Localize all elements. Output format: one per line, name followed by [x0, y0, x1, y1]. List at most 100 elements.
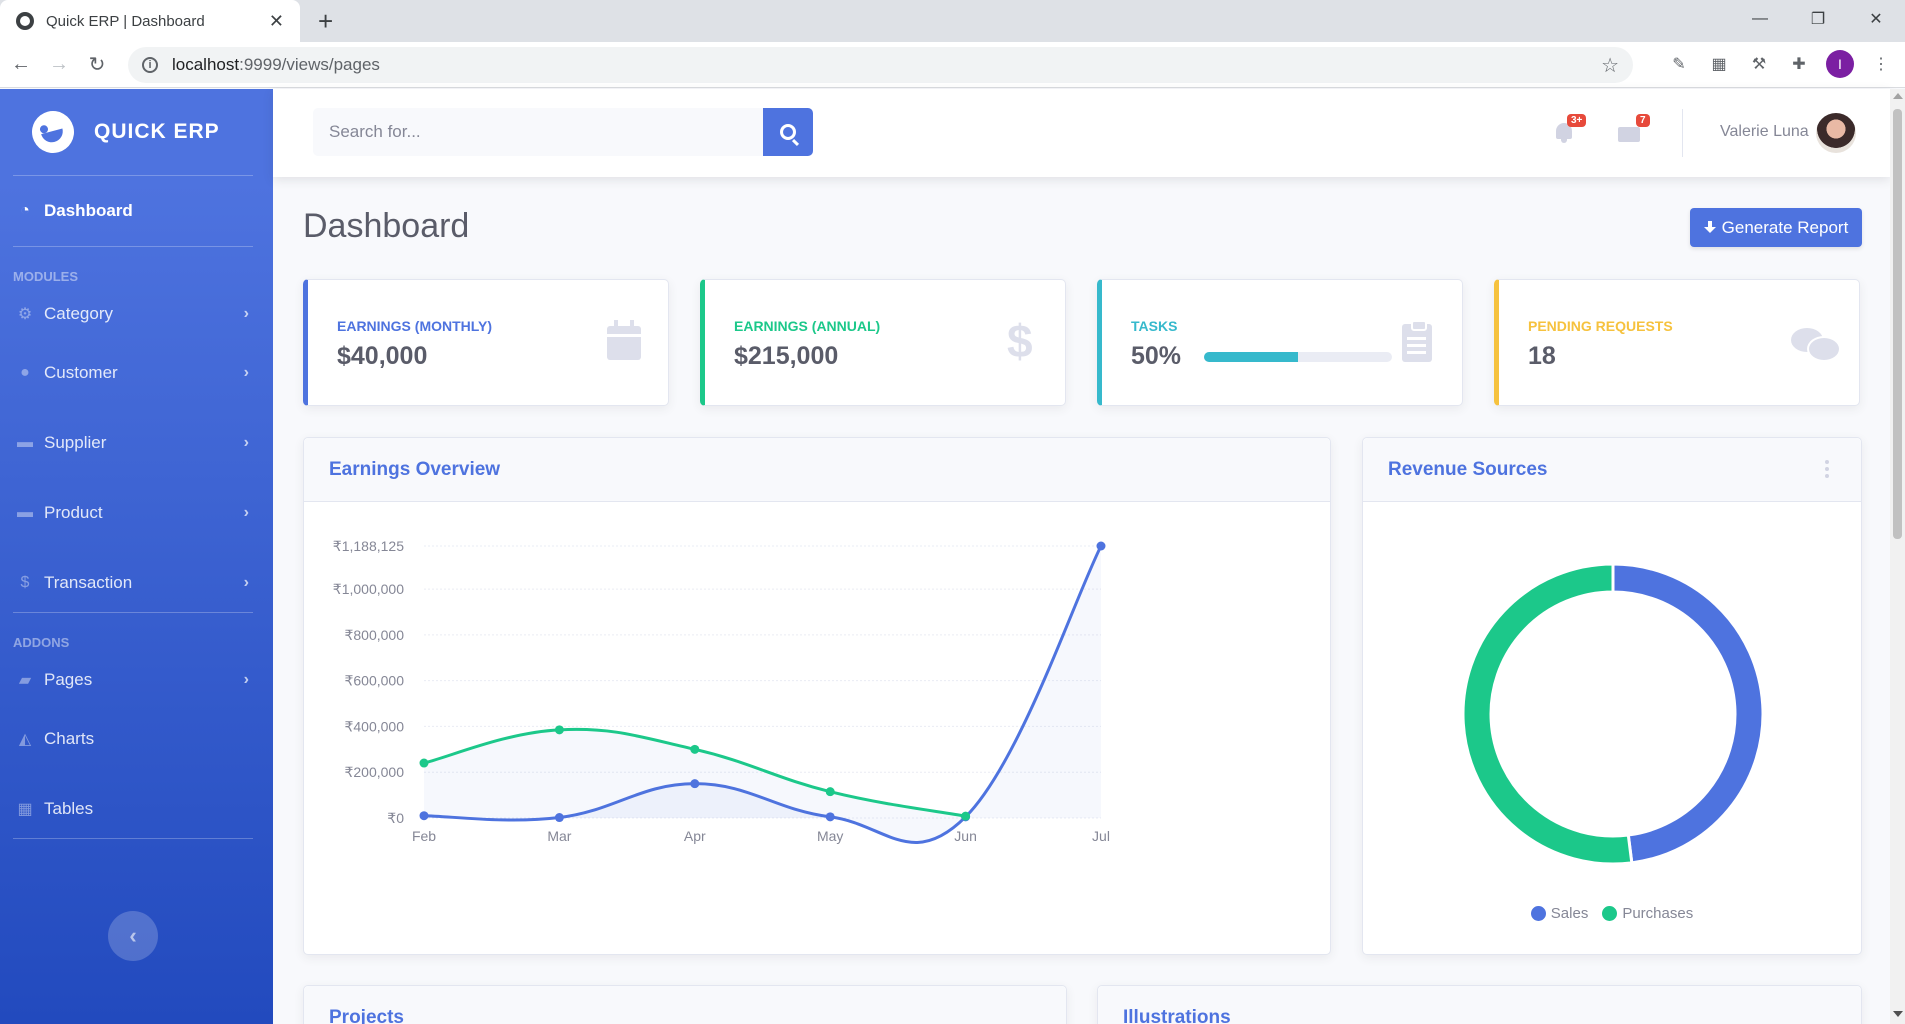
messages-dropdown[interactable]: 7: [1618, 114, 1650, 149]
topbar: 3+ 7 Valerie Luna: [273, 89, 1890, 177]
data-point: [825, 812, 835, 822]
sidebar-toggle-button[interactable]: ‹: [108, 911, 158, 961]
chevron-right-icon: ›: [243, 364, 249, 381]
sidebar: QUICK ERP ◔ Dashboard MODULES ⚙ Category…: [0, 89, 273, 1024]
series-area: [424, 546, 1101, 843]
stat-value: $40,000: [337, 342, 428, 370]
grid-extension-icon[interactable]: ▦: [1711, 56, 1727, 73]
url-text[interactable]: localhost:9999/views/pages: [172, 55, 1601, 75]
info-icon[interactable]: i: [142, 57, 158, 73]
close-window-button[interactable]: ✕: [1869, 11, 1883, 28]
calendar-icon: [604, 320, 644, 366]
data-point: [1096, 541, 1106, 551]
y-tick-label: ₹800,000: [344, 627, 404, 643]
sidebar-item-category[interactable]: ⚙ Category ›: [0, 290, 273, 338]
sidebar-heading-modules: MODULES: [13, 269, 78, 284]
dollar-icon: $: [1007, 315, 1033, 367]
sidebar-item-charts[interactable]: ◭ Charts: [0, 704, 273, 774]
brand-name: QUICK ERP: [94, 120, 220, 143]
search-input[interactable]: [313, 108, 763, 156]
stat-value: 18: [1528, 342, 1556, 370]
scroll-down-arrow[interactable]: [1893, 1011, 1903, 1017]
bookmark-star-icon[interactable]: ☆: [1601, 54, 1619, 77]
y-tick-label: ₹1,000,000: [333, 581, 404, 597]
stat-label: EARNINGS (ANNUAL): [734, 318, 881, 334]
reload-icon[interactable]: ↻: [88, 54, 106, 76]
sidebar-item-supplier[interactable]: ▬ Supplier ›: [0, 408, 273, 478]
gear-icon: ⚙: [17, 306, 33, 323]
stat-card-earnings-annual: EARNINGS (ANNUAL) $215,000 $: [700, 279, 1066, 406]
brand[interactable]: QUICK ERP: [0, 89, 273, 175]
maximize-button[interactable]: ❐: [1810, 11, 1826, 28]
sidebar-divider: [13, 246, 253, 247]
series-area: [424, 729, 966, 818]
truck-icon: ▬: [17, 434, 33, 451]
browser-menu-icon[interactable]: ⋮: [1873, 56, 1889, 73]
forward-arrow-icon[interactable]: →: [49, 53, 69, 75]
card-title: Illustrations: [1123, 1007, 1231, 1024]
puzzle-icon[interactable]: ✚: [1792, 56, 1806, 73]
browser-tab-strip: Quick ERP | Dashboard ✕ + — ❐ ✕: [0, 0, 1905, 42]
stat-label: PENDING REQUESTS: [1528, 318, 1673, 334]
projects-card: Projects: [303, 985, 1067, 1024]
sidebar-divider: [13, 612, 253, 613]
generate-report-label: Generate Report: [1721, 217, 1849, 237]
sidebar-item-label: Transaction: [44, 573, 133, 592]
search-button[interactable]: [763, 108, 813, 156]
sidebar-item-transaction[interactable]: $ Transaction ›: [0, 548, 273, 618]
sidebar-divider: [13, 838, 253, 839]
data-point: [690, 744, 700, 754]
alerts-dropdown[interactable]: 3+: [1553, 114, 1587, 149]
back-arrow-icon[interactable]: ←: [11, 53, 31, 75]
more-options-icon[interactable]: [1825, 460, 1829, 464]
tasks-progress: [1204, 352, 1392, 362]
sidebar-item-customer[interactable]: ● Customer ›: [0, 338, 273, 408]
sidebar-item-label: Dashboard: [44, 201, 133, 220]
scroll-thumb[interactable]: [1893, 109, 1902, 539]
sidebar-item-label: Category: [44, 304, 113, 323]
sidebar-item-product[interactable]: ▬ Product ›: [0, 478, 273, 548]
messages-badge: 7: [1636, 114, 1650, 127]
search-form: [313, 108, 813, 156]
tachometer-icon: ◔: [20, 202, 30, 219]
legend-item-purchases[interactable]: Purchases: [1602, 905, 1693, 922]
sidebar-divider: [13, 175, 253, 176]
legend-item-sales[interactable]: Sales: [1530, 905, 1588, 922]
close-tab-icon[interactable]: ✕: [268, 10, 284, 31]
avatar[interactable]: [1816, 113, 1856, 153]
card-title: Revenue Sources: [1388, 459, 1548, 480]
stat-card-pending-requests: PENDING REQUESTS 18: [1494, 279, 1860, 406]
earnings-line-chart: ₹0 ₹200,000 ₹400,000 ₹600,000 ₹800,000 ₹1,000…: [333, 538, 1110, 844]
clipboard-icon: [1398, 320, 1438, 366]
y-tick-label: ₹400,000: [344, 718, 404, 734]
new-tab-button[interactable]: +: [318, 6, 334, 36]
x-tick-label: Jul: [1092, 828, 1110, 844]
hammer-extension-icon[interactable]: ⚒: [1751, 56, 1767, 73]
profile-avatar[interactable]: I: [1826, 50, 1854, 78]
stat-label: EARNINGS (MONTHLY): [337, 318, 493, 334]
address-bar[interactable]: i localhost:9999/views/pages ☆: [128, 47, 1633, 83]
stat-card-earnings-monthly: EARNINGS (MONTHLY) $40,000: [303, 279, 669, 406]
scroll-up-arrow[interactable]: [1893, 93, 1903, 99]
tasks-progress-bar: [1204, 352, 1298, 362]
user-name[interactable]: Valerie Luna: [1720, 123, 1809, 140]
sidebar-item-pages[interactable]: ▰ Pages ›: [0, 656, 273, 704]
eyedropper-extension-icon[interactable]: ✎: [1672, 56, 1686, 73]
browser-tab[interactable]: Quick ERP | Dashboard ✕: [0, 0, 300, 42]
page-scrollbar[interactable]: [1890, 89, 1905, 1024]
table-icon: ▦: [17, 801, 33, 818]
download-icon: [1703, 221, 1716, 234]
stat-label: TASKS: [1131, 318, 1178, 334]
minimize-button[interactable]: —: [1752, 10, 1768, 27]
generate-report-button[interactable]: Generate Report: [1690, 208, 1862, 247]
sidebar-item-tables[interactable]: ▦ Tables: [0, 774, 273, 844]
extensions-area: ✎ ▦ ⚒ ✚ I ⋮: [1666, 50, 1894, 78]
revenue-sources-card: Revenue Sources Sales Purchases: [1362, 437, 1862, 955]
card-header: Revenue Sources: [1363, 438, 1861, 502]
sidebar-item-dashboard[interactable]: ◔ Dashboard: [0, 176, 273, 246]
illustrations-card: Illustrations: [1097, 985, 1862, 1024]
data-point: [961, 811, 971, 821]
chevron-right-icon: ›: [243, 671, 249, 688]
alerts-badge: 3+: [1567, 114, 1587, 127]
box-icon: ▬: [17, 504, 33, 521]
